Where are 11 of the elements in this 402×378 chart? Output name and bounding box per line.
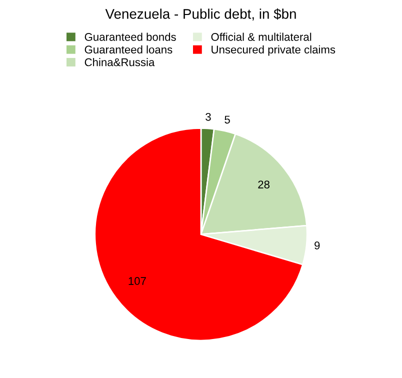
- legend-label: Guaranteed bonds: [84, 32, 176, 41]
- legend-label: Guaranteed loans: [84, 45, 172, 54]
- data-label: 28: [258, 180, 270, 188]
- chart-title: Venezuela - Public debt, in $bn: [105, 8, 296, 20]
- data-label: 3: [206, 112, 211, 121]
- legend-label: China&Russia: [84, 58, 155, 66]
- legend-label: Unsecured private claims: [212, 45, 336, 56]
- data-label: 5: [224, 116, 230, 124]
- legend-label: Official & multilateral: [211, 32, 312, 41]
- data-label: 9: [314, 242, 320, 250]
- data-label: 107: [128, 277, 146, 285]
